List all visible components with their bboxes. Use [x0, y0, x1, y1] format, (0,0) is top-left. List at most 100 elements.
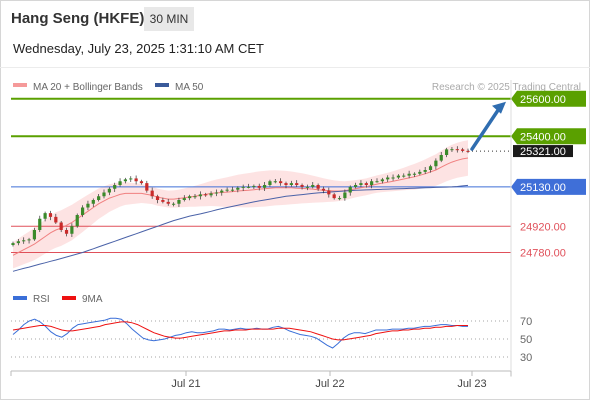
support-level-label: 24920.00	[520, 221, 566, 233]
candle-body	[279, 181, 283, 184]
candle-body	[353, 185, 358, 187]
resistance-tag-bg	[511, 128, 586, 145]
header-divider	[0, 67, 590, 68]
candle-body	[327, 190, 331, 195]
candle-body	[370, 181, 374, 185]
candle-body	[434, 160, 438, 167]
pivot-level-tag: 25130.00	[511, 178, 586, 195]
candle-body	[16, 241, 20, 244]
candle-body	[391, 177, 395, 179]
copyright-label: Research © 2025 Trading Central	[432, 82, 581, 93]
candle-body	[289, 183, 293, 185]
candle-body	[64, 230, 69, 234]
candle-body	[59, 222, 63, 230]
candle-body	[54, 216, 58, 223]
pivot-tag-bg	[511, 178, 586, 195]
candle-body	[466, 150, 470, 152]
candle-body	[455, 149, 459, 151]
candle-body	[305, 186, 310, 188]
candle-body	[284, 183, 288, 185]
candle-body	[300, 185, 304, 187]
candle-body	[139, 181, 144, 184]
candle-body	[97, 196, 101, 200]
candle-body	[75, 215, 79, 227]
last-price-tag: 25321.00	[513, 145, 573, 158]
candle-body	[337, 198, 342, 200]
candle-body	[38, 218, 42, 230]
candle-body	[380, 179, 384, 182]
resistance-tag-bg	[511, 90, 586, 107]
candle-body	[166, 201, 170, 204]
ma50-line	[12, 184, 469, 272]
rsi-tick-label: 30	[520, 352, 532, 364]
candle-body	[155, 196, 160, 200]
candle-body	[316, 185, 320, 189]
candle-body	[22, 240, 26, 242]
rsi-tick-label: 50	[520, 334, 532, 346]
candle-body	[321, 188, 326, 191]
candle-body	[193, 196, 197, 198]
level-labels: 25600.00 25400.00 25321.00 25130.00 24920.00…	[511, 90, 586, 260]
ma20-legend-swatch	[13, 83, 27, 87]
candle-body	[428, 166, 433, 170]
candle-body	[145, 183, 149, 191]
candle-body	[348, 186, 352, 193]
candle-body	[418, 171, 422, 174]
candle-body	[412, 173, 417, 175]
candle-body	[113, 185, 117, 189]
candle-body	[102, 192, 106, 197]
candle-body	[80, 207, 85, 215]
candle-body	[161, 200, 165, 202]
x-tick-label: Jul 23	[457, 378, 486, 390]
candle-body	[241, 186, 245, 188]
ma50-legend-label: MA 50	[175, 82, 204, 93]
candle-body	[386, 177, 390, 180]
candle-body	[220, 190, 224, 193]
candle-body	[461, 149, 465, 151]
ma20-legend-label: MA 20 + Bollinger Bands	[33, 82, 143, 93]
candles	[11, 146, 470, 247]
x-tick-label: Jul 22	[315, 378, 344, 390]
candle-body	[150, 190, 154, 197]
candle-body	[257, 185, 261, 188]
support-level-label: 24780.00	[520, 248, 566, 260]
candle-body	[225, 189, 229, 191]
timeframe-badge[interactable]: 30 MIN	[144, 7, 194, 31]
rsi-legend-label: RSI	[33, 294, 50, 305]
candle-body	[214, 192, 219, 194]
instrument-title: Hang Seng (HKFE)	[11, 10, 145, 27]
last-price-value: 25321.00	[520, 146, 566, 158]
candle-body	[70, 226, 74, 234]
candle-body	[118, 181, 122, 185]
ma20-line	[12, 157, 469, 256]
rsi-panel: 70 50 30	[11, 316, 532, 364]
last-price-tag-bg	[513, 145, 573, 158]
candle-body	[11, 243, 15, 245]
rsi-line	[12, 317, 468, 349]
x-axis: Jul 21 Jul 22 Jul 23	[10, 371, 512, 390]
target-arrow-icon	[470, 101, 506, 151]
candle-body	[295, 183, 299, 185]
candle-body	[32, 230, 37, 240]
resistance-level-value: 25400.00	[520, 131, 566, 143]
resistance-level-tag: 25400.00	[511, 128, 586, 145]
arrow-head	[492, 101, 506, 114]
resistance-level-tag: 25600.00	[511, 90, 586, 107]
candle-body	[332, 194, 336, 199]
price-levels	[11, 97, 511, 253]
candle-body	[91, 200, 95, 204]
candle-body	[444, 149, 449, 155]
candle-body	[209, 193, 213, 196]
candle-body	[450, 149, 454, 151]
candle-body	[262, 185, 267, 188]
candle-body	[423, 170, 427, 172]
candle-body	[375, 181, 379, 183]
pivot-level-value: 25130.00	[520, 182, 566, 194]
candle-body	[188, 196, 192, 199]
candle-body	[343, 192, 347, 199]
candle-body	[129, 178, 133, 180]
candle-body	[86, 203, 90, 208]
candle-body	[273, 181, 277, 183]
candle-body	[236, 187, 240, 190]
candle-body	[134, 178, 138, 182]
